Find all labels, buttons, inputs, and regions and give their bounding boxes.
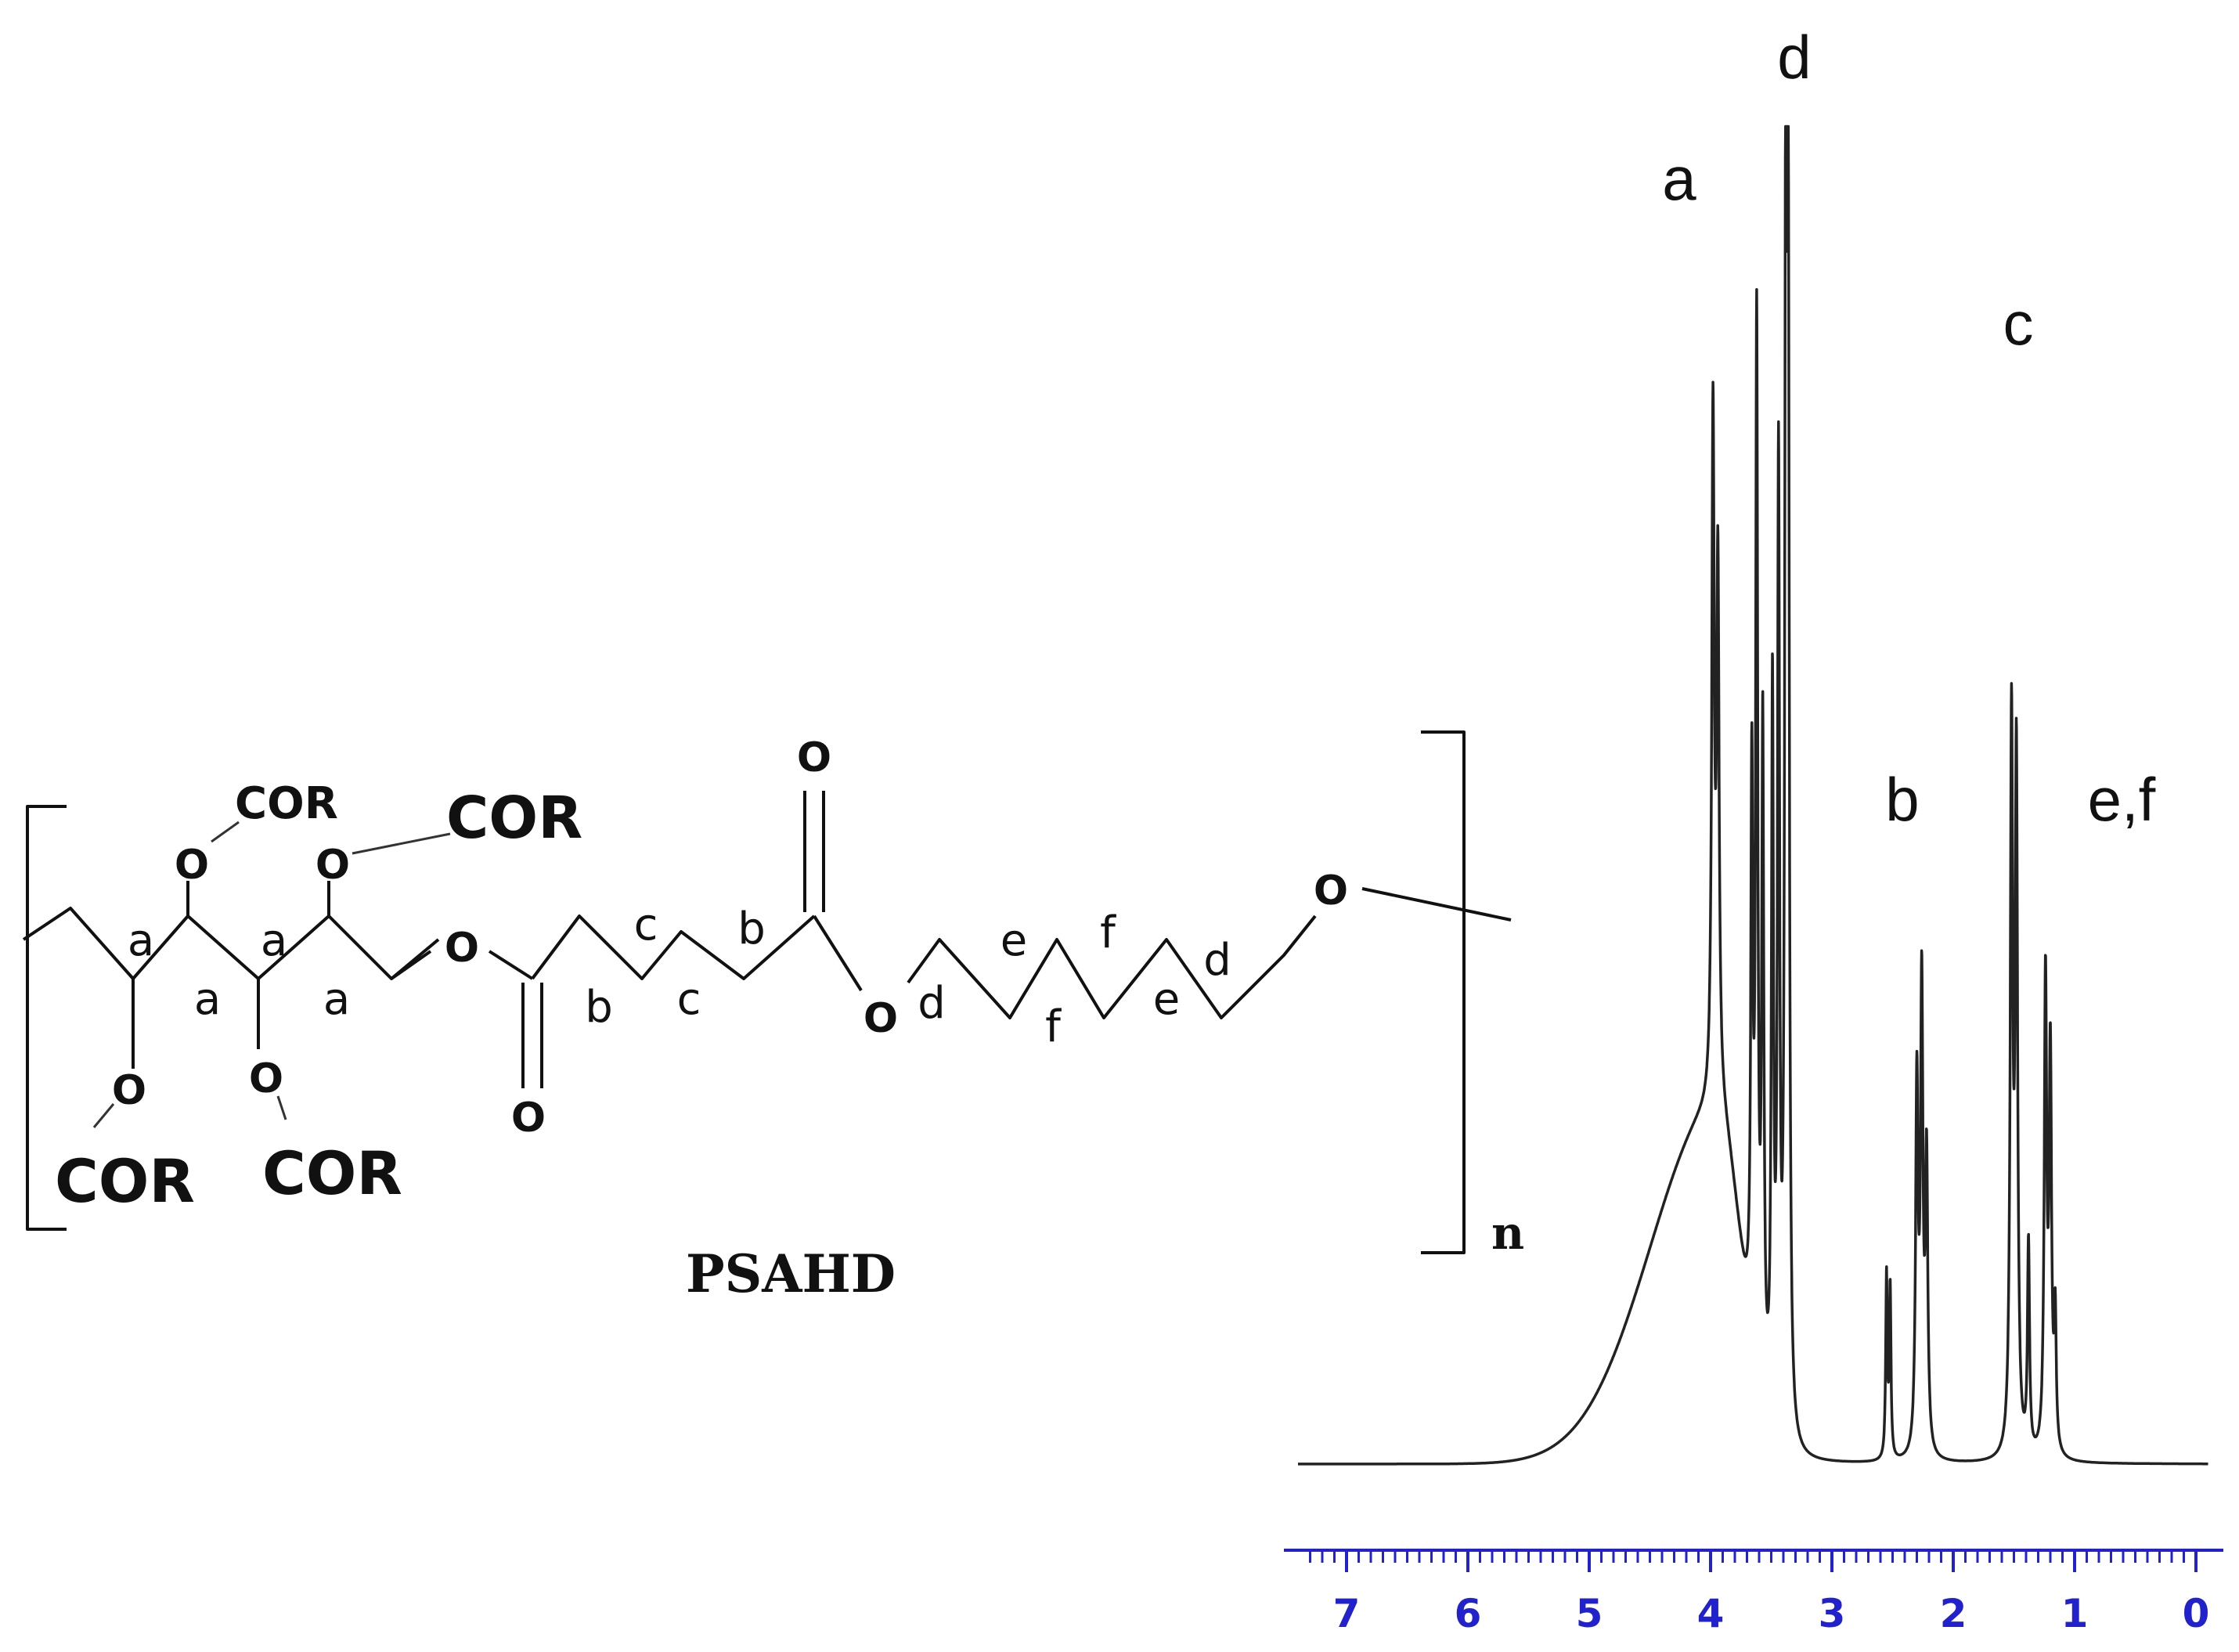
o-atom-bottom-left: O (112, 1067, 146, 1114)
o-atom-ester-right: O (864, 995, 898, 1042)
x-axis-tick-labels: 7 6 5 4 3 2 1 0 (1333, 1591, 2210, 1636)
peak-label-b: b (1885, 765, 1919, 834)
cor-group-bottom-right: COR (262, 1138, 402, 1208)
left-bracket (26, 805, 67, 1231)
proton-label-b2: b (737, 904, 766, 954)
chemical-structure: O O O O O O O O O COR COR COR COR a a a … (22, 730, 1524, 1304)
proton-label-c1: c (634, 900, 658, 950)
tick-label: 2 (1940, 1591, 1967, 1636)
peak-label-d: d (1777, 23, 1811, 92)
repeat-subscript: n (1491, 1207, 1524, 1260)
proton-label-c2: c (677, 974, 701, 1025)
proton-label-a2: a (194, 974, 221, 1025)
proton-label-b1: b (585, 982, 613, 1033)
diol-chain (907, 914, 1317, 1019)
tick-label: 3 (1819, 1591, 1846, 1636)
o-atom-ester-left: O (445, 925, 479, 972)
cor-group-top-small: COR (235, 778, 338, 829)
diacid-chain (531, 914, 816, 980)
cor-group-top-big: COR (446, 785, 582, 852)
o-atom-top-right: O (315, 842, 350, 889)
proton-label-d2: d (1203, 935, 1231, 986)
o-atom-terminal: O (1314, 867, 1348, 914)
nmr-spectrum: 7 6 5 4 3 2 1 0 a d b c e,f (1284, 23, 2223, 1636)
compound-name: PSAHD (686, 1243, 896, 1304)
tick-label: 7 (1333, 1591, 1361, 1636)
proton-label-f2: f (1045, 1001, 1062, 1052)
bond-to-ester-o (390, 950, 432, 980)
peak-label-ef: e,f (2088, 765, 2156, 834)
o-atom-bottom-right: O (249, 1055, 283, 1102)
sugar-backbone (22, 907, 440, 980)
proton-label-a3: a (261, 915, 287, 966)
proton-label-a4: a (323, 974, 350, 1025)
proton-label-a1: a (128, 915, 154, 966)
o-atom-carbonyl-top: O (797, 734, 831, 781)
proton-label-f1: f (1100, 907, 1116, 958)
tick-label: 1 (2061, 1591, 2089, 1636)
peak-label-c: c (2003, 289, 2034, 358)
cor-group-bottom-left: COR (55, 1146, 195, 1216)
spectrum-trace (1296, 124, 2209, 1466)
proton-label-d1: d (918, 978, 946, 1029)
tick-label: 6 (1455, 1591, 1482, 1636)
x-axis-major-ticks (1345, 1550, 2198, 1572)
o-atom-carbonyl-bottom: O (511, 1095, 546, 1142)
x-axis-minor-ticks (1309, 1550, 2198, 1563)
o-atom-top-left: O (175, 842, 209, 889)
tick-label: 0 (2183, 1591, 2210, 1636)
tick-label: 5 (1576, 1591, 1603, 1636)
right-bracket (1421, 730, 1466, 1254)
tick-label: 4 (1697, 1591, 1725, 1636)
peak-label-a: a (1662, 144, 1696, 213)
proton-label-e1: e (1001, 915, 1027, 966)
proton-label-e2: e (1153, 974, 1180, 1025)
